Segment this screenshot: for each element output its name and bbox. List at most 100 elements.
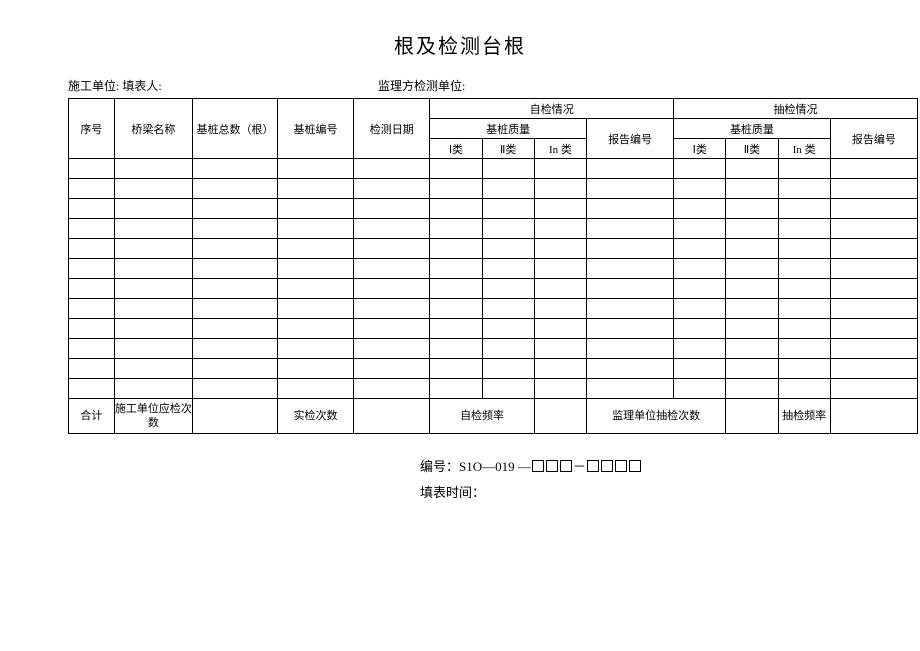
code-box: [560, 460, 572, 472]
col-class2-a: Ⅱ类: [482, 139, 534, 159]
col-class1-a: Ⅰ类: [430, 139, 482, 159]
summary-v1: [193, 399, 278, 434]
table-cell: [114, 219, 192, 239]
table-cell: [674, 339, 726, 359]
table-cell: [482, 239, 534, 259]
table-cell: [114, 299, 192, 319]
table-cell: [674, 279, 726, 299]
table-cell: [69, 179, 115, 199]
table-cell: [482, 199, 534, 219]
table-cell: [534, 179, 586, 199]
table-cell: [277, 179, 353, 199]
table-cell: [726, 359, 778, 379]
table-cell: [778, 179, 830, 199]
table-cell: [430, 259, 482, 279]
table-cell: [69, 259, 115, 279]
table-cell: [778, 359, 830, 379]
table-cell: [430, 379, 482, 399]
col-report-no-1: 报告编号: [587, 119, 674, 159]
table-cell: [114, 359, 192, 379]
table-cell: [726, 339, 778, 359]
table-cell: [534, 359, 586, 379]
table-row: [69, 279, 918, 299]
table-cell: [726, 299, 778, 319]
table-cell: [830, 379, 917, 399]
table-cell: [114, 339, 192, 359]
table-cell: [193, 379, 278, 399]
table-cell: [726, 319, 778, 339]
table-row: [69, 259, 918, 279]
code-box: [587, 460, 599, 472]
summary-v5: [830, 399, 917, 434]
col-report-no-2: 报告编号: [830, 119, 917, 159]
table-row: [69, 159, 918, 179]
meta-row: 施工单位: 填表人: 监理方检测单位:: [40, 77, 880, 94]
table-cell: [277, 299, 353, 319]
table-cell: [277, 359, 353, 379]
table-cell: [674, 359, 726, 379]
table-cell: [482, 379, 534, 399]
code-label: 编号：: [420, 459, 459, 474]
table-cell: [587, 379, 674, 399]
table-cell: [277, 279, 353, 299]
code-value: S1O—019 —: [459, 459, 531, 474]
table-cell: [830, 159, 917, 179]
table-cell: [534, 299, 586, 319]
table-cell: [830, 319, 917, 339]
table-row: [69, 239, 918, 259]
fill-time-line: 填表时间：: [420, 480, 880, 506]
table-cell: [778, 299, 830, 319]
table-cell: [830, 199, 917, 219]
code-box: [546, 460, 558, 472]
table-cell: [69, 299, 115, 319]
table-cell: [193, 179, 278, 199]
col-class3-a: In 类: [534, 139, 586, 159]
table-cell: [114, 199, 192, 219]
table-cell: [193, 319, 278, 339]
bottom-info: 编号：S1O—019 —－ 填表时间：: [420, 454, 880, 506]
table-cell: [534, 159, 586, 179]
table-cell: [674, 379, 726, 399]
table-cell: [430, 199, 482, 219]
page-title: 根及检测台根: [40, 30, 880, 59]
table-cell: [482, 339, 534, 359]
table-cell: [726, 219, 778, 239]
summary-c5: 抽检频率: [778, 399, 830, 434]
table-cell: [430, 219, 482, 239]
table-cell: [726, 239, 778, 259]
table-cell: [587, 179, 674, 199]
summary-c2: 实检次数: [277, 399, 353, 434]
table-cell: [277, 199, 353, 219]
table-cell: [69, 319, 115, 339]
table-cell: [830, 259, 917, 279]
table-cell: [587, 239, 674, 259]
table-cell: [587, 299, 674, 319]
table-cell: [193, 279, 278, 299]
table-cell: [354, 159, 430, 179]
col-class3-b: In 类: [778, 139, 830, 159]
table-cell: [354, 219, 430, 239]
table-cell: [354, 319, 430, 339]
table-cell: [277, 239, 353, 259]
table-cell: [534, 339, 586, 359]
table-cell: [69, 359, 115, 379]
table-cell: [830, 279, 917, 299]
table-cell: [354, 379, 430, 399]
table-cell: [726, 199, 778, 219]
table-cell: [778, 239, 830, 259]
table-cell: [674, 299, 726, 319]
table-cell: [534, 319, 586, 339]
table-cell: [114, 159, 192, 179]
table-cell: [674, 239, 726, 259]
table-cell: [587, 359, 674, 379]
table-cell: [430, 279, 482, 299]
table-cell: [277, 159, 353, 179]
summary-v4: [726, 399, 778, 434]
table-cell: [778, 219, 830, 239]
table-cell: [830, 299, 917, 319]
table-cell: [587, 159, 674, 179]
table-cell: [69, 219, 115, 239]
table-cell: [830, 179, 917, 199]
table-cell: [354, 179, 430, 199]
table-cell: [726, 259, 778, 279]
